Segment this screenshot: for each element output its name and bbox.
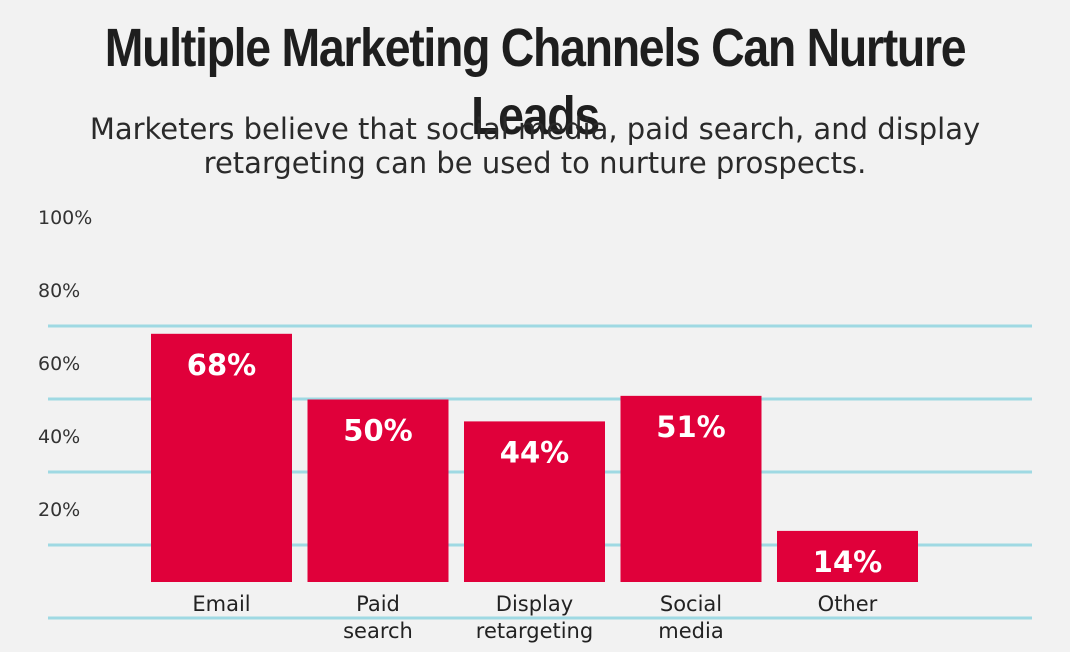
bar-value-label-4: 14% xyxy=(813,545,882,579)
category-label-0: Email xyxy=(192,592,250,616)
y-tick-label-80: 80% xyxy=(38,280,80,302)
bars: 68% 50% 44% 51% 14% xyxy=(151,333,918,582)
category-label-4: Other xyxy=(818,592,878,616)
bar-value-label-0: 68% xyxy=(187,348,256,382)
bar-4 xyxy=(777,530,918,582)
category-label-3: Social media xyxy=(658,592,723,643)
bar-2 xyxy=(464,421,605,582)
category-label-line: retargeting xyxy=(476,619,593,643)
category-label-2: Display retargeting xyxy=(476,592,593,643)
category-label-line: search xyxy=(343,619,413,643)
bar-value-label-1: 50% xyxy=(343,414,412,448)
category-label-line: Paid xyxy=(356,592,400,616)
y-tick-label-60: 60% xyxy=(38,353,80,375)
y-tick-label-40: 40% xyxy=(38,426,80,448)
category-label-line: media xyxy=(658,619,723,643)
category-label-line: Other xyxy=(818,592,878,616)
y-axis-ticks: 100% 80% 60% 40% 20% xyxy=(38,207,92,521)
chart-subtitle: Marketers believe that social media, pai… xyxy=(89,112,981,180)
category-label-line: Display xyxy=(496,592,573,616)
y-tick-label-20: 20% xyxy=(38,499,80,521)
category-label-1: Paid search xyxy=(343,592,413,643)
category-label-line: Social xyxy=(660,592,722,616)
chart-title: Multiple Marketing Channels Can Nurture … xyxy=(104,18,967,146)
x-axis-labels: Email Paid search Display retargeting Social m… xyxy=(192,592,877,643)
bar-1 xyxy=(307,399,449,582)
category-label-line: Email xyxy=(192,592,250,616)
bar-3 xyxy=(620,395,762,582)
bar-0 xyxy=(151,333,292,582)
bar-value-label-3: 51% xyxy=(656,410,725,444)
y-tick-label-100: 100% xyxy=(38,207,92,229)
bar-value-label-2: 44% xyxy=(500,435,569,469)
